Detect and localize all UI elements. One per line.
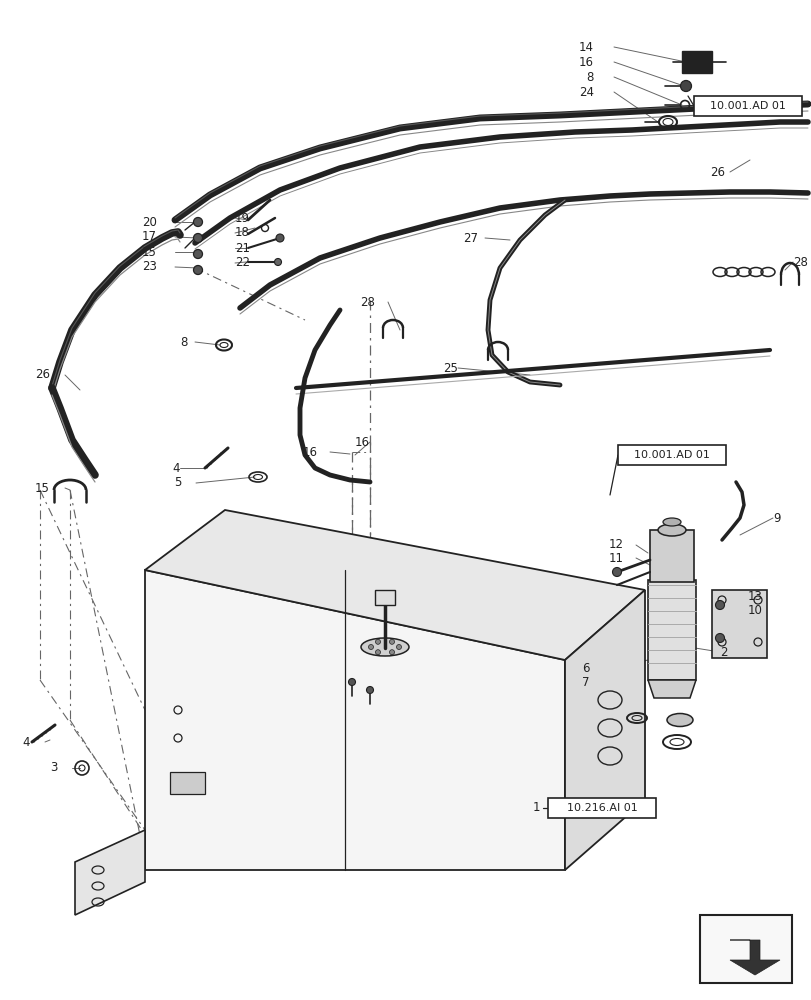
Text: 6: 6 bbox=[581, 662, 590, 674]
Text: 4: 4 bbox=[172, 462, 180, 475]
FancyBboxPatch shape bbox=[375, 590, 394, 605]
Text: 20: 20 bbox=[142, 216, 157, 229]
Circle shape bbox=[276, 234, 284, 242]
FancyBboxPatch shape bbox=[649, 530, 693, 582]
Circle shape bbox=[368, 645, 373, 650]
Circle shape bbox=[375, 650, 380, 655]
Text: 13: 13 bbox=[747, 589, 762, 602]
Circle shape bbox=[348, 678, 355, 686]
Circle shape bbox=[366, 686, 373, 694]
Text: 28: 28 bbox=[360, 296, 375, 308]
Text: 12: 12 bbox=[608, 538, 623, 552]
Text: 7: 7 bbox=[581, 676, 590, 688]
Circle shape bbox=[193, 265, 202, 274]
Text: 26: 26 bbox=[35, 368, 50, 381]
Circle shape bbox=[375, 639, 380, 644]
Text: 8: 8 bbox=[586, 71, 594, 84]
FancyBboxPatch shape bbox=[647, 580, 695, 680]
Circle shape bbox=[193, 218, 202, 227]
FancyBboxPatch shape bbox=[547, 798, 655, 818]
Text: 24: 24 bbox=[578, 86, 594, 99]
Ellipse shape bbox=[663, 518, 680, 526]
Text: 16: 16 bbox=[303, 446, 318, 458]
Text: 23: 23 bbox=[142, 260, 157, 273]
Text: 19: 19 bbox=[234, 212, 250, 225]
Text: 1: 1 bbox=[532, 801, 539, 814]
Circle shape bbox=[611, 568, 620, 576]
Text: 10.001.AD 01: 10.001.AD 01 bbox=[709, 101, 785, 111]
Circle shape bbox=[193, 233, 202, 242]
Text: 2: 2 bbox=[719, 646, 727, 658]
Text: 18: 18 bbox=[234, 227, 250, 239]
Polygon shape bbox=[75, 830, 145, 915]
Circle shape bbox=[680, 81, 691, 92]
FancyBboxPatch shape bbox=[711, 590, 766, 658]
Circle shape bbox=[396, 645, 401, 650]
Text: 9: 9 bbox=[772, 512, 779, 524]
Text: 16: 16 bbox=[354, 436, 370, 448]
Ellipse shape bbox=[361, 638, 409, 656]
Text: 8: 8 bbox=[180, 336, 188, 349]
FancyBboxPatch shape bbox=[693, 96, 801, 116]
Polygon shape bbox=[729, 940, 779, 975]
Text: 16: 16 bbox=[578, 56, 594, 69]
Text: 26: 26 bbox=[709, 166, 724, 179]
Circle shape bbox=[389, 639, 394, 644]
FancyBboxPatch shape bbox=[617, 445, 725, 465]
Text: 21: 21 bbox=[234, 241, 250, 254]
Text: 28: 28 bbox=[792, 255, 807, 268]
Text: 25: 25 bbox=[443, 361, 457, 374]
Polygon shape bbox=[647, 680, 695, 698]
Circle shape bbox=[714, 634, 723, 643]
Text: 14: 14 bbox=[578, 41, 594, 54]
FancyBboxPatch shape bbox=[681, 51, 711, 73]
Text: 17: 17 bbox=[142, 231, 157, 243]
Ellipse shape bbox=[657, 524, 685, 536]
Text: 5: 5 bbox=[174, 477, 182, 489]
Polygon shape bbox=[145, 570, 564, 870]
Text: 11: 11 bbox=[608, 552, 623, 564]
Text: 15: 15 bbox=[35, 482, 50, 494]
Text: 27: 27 bbox=[462, 232, 478, 244]
Polygon shape bbox=[145, 510, 644, 660]
FancyBboxPatch shape bbox=[169, 772, 204, 794]
Text: 10.001.AD 01: 10.001.AD 01 bbox=[633, 450, 709, 460]
FancyBboxPatch shape bbox=[699, 915, 791, 983]
Polygon shape bbox=[564, 590, 644, 870]
Circle shape bbox=[193, 249, 202, 258]
Text: 3: 3 bbox=[50, 761, 58, 774]
Circle shape bbox=[389, 650, 394, 655]
Ellipse shape bbox=[666, 714, 692, 726]
Circle shape bbox=[274, 258, 281, 265]
Text: 15: 15 bbox=[142, 245, 157, 258]
Text: 22: 22 bbox=[234, 256, 250, 269]
Text: 10.216.AI 01: 10.216.AI 01 bbox=[566, 803, 637, 813]
Text: 4: 4 bbox=[23, 736, 30, 748]
Circle shape bbox=[714, 600, 723, 609]
Text: 10: 10 bbox=[747, 603, 762, 616]
